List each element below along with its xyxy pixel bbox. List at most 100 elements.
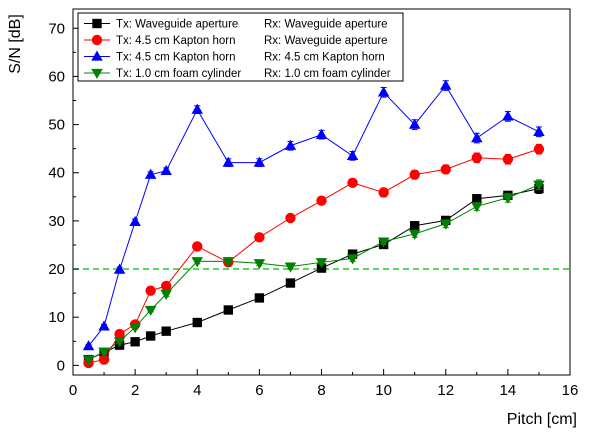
legend-rx-label: Rx: 4.5 cm Kapton horn [264, 52, 385, 64]
data-point [471, 132, 483, 143]
data-point [161, 326, 171, 336]
data-point [502, 110, 514, 121]
data-point [191, 103, 203, 114]
data-point [315, 258, 328, 269]
data-point [502, 193, 514, 204]
legend-tx-label: Tx: 1.0 cm foam cylinder [116, 68, 241, 80]
data-point [315, 128, 328, 139]
data-point [113, 337, 126, 348]
data-point [144, 168, 157, 179]
series-0 [83, 183, 544, 365]
y-tick-label: 50 [48, 117, 65, 134]
data-point [347, 249, 358, 259]
x-tick-label: 0 [69, 382, 77, 399]
legend-item-1: Tx: 4.5 cm Kapton horn Rx: Waveguide aper… [84, 34, 388, 47]
data-point [98, 320, 110, 331]
data-point [410, 221, 420, 231]
data-point [222, 257, 235, 268]
data-point [145, 285, 156, 296]
series-line [88, 84, 540, 347]
data-point [284, 262, 297, 273]
series-line [88, 148, 540, 364]
data-point [91, 68, 103, 79]
data-point [82, 355, 95, 366]
data-point [346, 254, 359, 265]
data-point [346, 149, 359, 161]
data-point [192, 317, 202, 328]
data-point [285, 212, 296, 224]
y-tick-label: 0 [57, 357, 65, 374]
legend-box [77, 12, 404, 82]
data-point [253, 259, 266, 270]
data-point [82, 340, 95, 351]
series-line [88, 188, 540, 361]
series-layer [82, 79, 545, 369]
y-tick-label: 30 [48, 213, 65, 230]
legend-item-0: Tx: Waveguide aperture Rx: Waveguide aper… [84, 19, 388, 31]
legend-item-2: Tx: 4.5 cm Kapton horn Rx: 4.5 cm Kapton … [84, 50, 385, 64]
data-point [160, 289, 172, 301]
data-point [533, 143, 545, 155]
x-tick-label: 10 [375, 382, 392, 399]
legend-tx-label: Tx: 4.5 cm Kapton horn [116, 52, 236, 64]
legend-rx-label: Rx: Waveguide aperture [264, 35, 388, 47]
data-point [129, 323, 141, 334]
y-axis-title: S/N [dB] [7, 14, 24, 74]
data-point [222, 156, 235, 167]
legend-rx-label: Rx: 1.0 cm foam cylinder [264, 68, 391, 80]
data-point [533, 180, 545, 191]
data-point [113, 263, 126, 274]
x-tick-label: 14 [500, 382, 517, 399]
data-point [160, 164, 172, 175]
data-point [502, 154, 514, 165]
data-point [378, 187, 389, 198]
data-point [223, 305, 233, 315]
y-tick-label: 70 [48, 20, 65, 37]
data-point [192, 241, 203, 252]
x-tick-label: 6 [255, 382, 263, 399]
data-point [253, 156, 266, 167]
data-point [254, 232, 265, 243]
data-point [160, 280, 172, 292]
data-point [347, 177, 358, 189]
data-point [91, 34, 103, 46]
data-point [191, 257, 203, 268]
legend-tx-label: Tx: Waveguide aperture [116, 19, 238, 31]
data-point [114, 328, 125, 340]
y-tick-label: 40 [48, 165, 65, 182]
data-point [377, 237, 390, 248]
data-point [472, 194, 482, 204]
data-point [377, 86, 390, 97]
x-tick-label: 12 [437, 382, 454, 399]
data-point [98, 354, 110, 365]
data-point [284, 139, 297, 150]
x-tick-label: 16 [562, 382, 579, 399]
x-tick-label: 4 [193, 382, 201, 399]
data-point [471, 152, 483, 164]
ticks-layer: 0 2 4 6 8 10 12 14 16 0 10 20 30 40 50 60 70 [48, 20, 578, 399]
x-axis-title: Pitch [cm] [507, 411, 577, 428]
data-point [129, 215, 141, 227]
data-point [285, 278, 296, 288]
y-tick-label: 20 [48, 261, 65, 278]
series-2 [82, 79, 545, 351]
data-point [316, 195, 327, 206]
series-3 [82, 179, 545, 366]
data-point [533, 125, 545, 136]
data-point [145, 331, 156, 341]
data-point [91, 50, 103, 61]
data-point [409, 169, 420, 180]
legend: Tx: Waveguide aperture Rx: Waveguide aper… [77, 12, 404, 82]
data-point [471, 202, 483, 213]
legend-tx-label: Tx: 4.5 cm Kapton horn [116, 35, 236, 47]
legend-rx-label: Rx: Waveguide aperture [264, 19, 388, 31]
data-point [144, 305, 157, 316]
y-tick-label: 60 [48, 68, 65, 85]
x-tick-label: 2 [131, 382, 139, 399]
data-point [408, 229, 421, 240]
data-point [92, 18, 102, 29]
data-point [440, 219, 452, 230]
data-point [440, 164, 451, 175]
data-point [130, 337, 140, 347]
